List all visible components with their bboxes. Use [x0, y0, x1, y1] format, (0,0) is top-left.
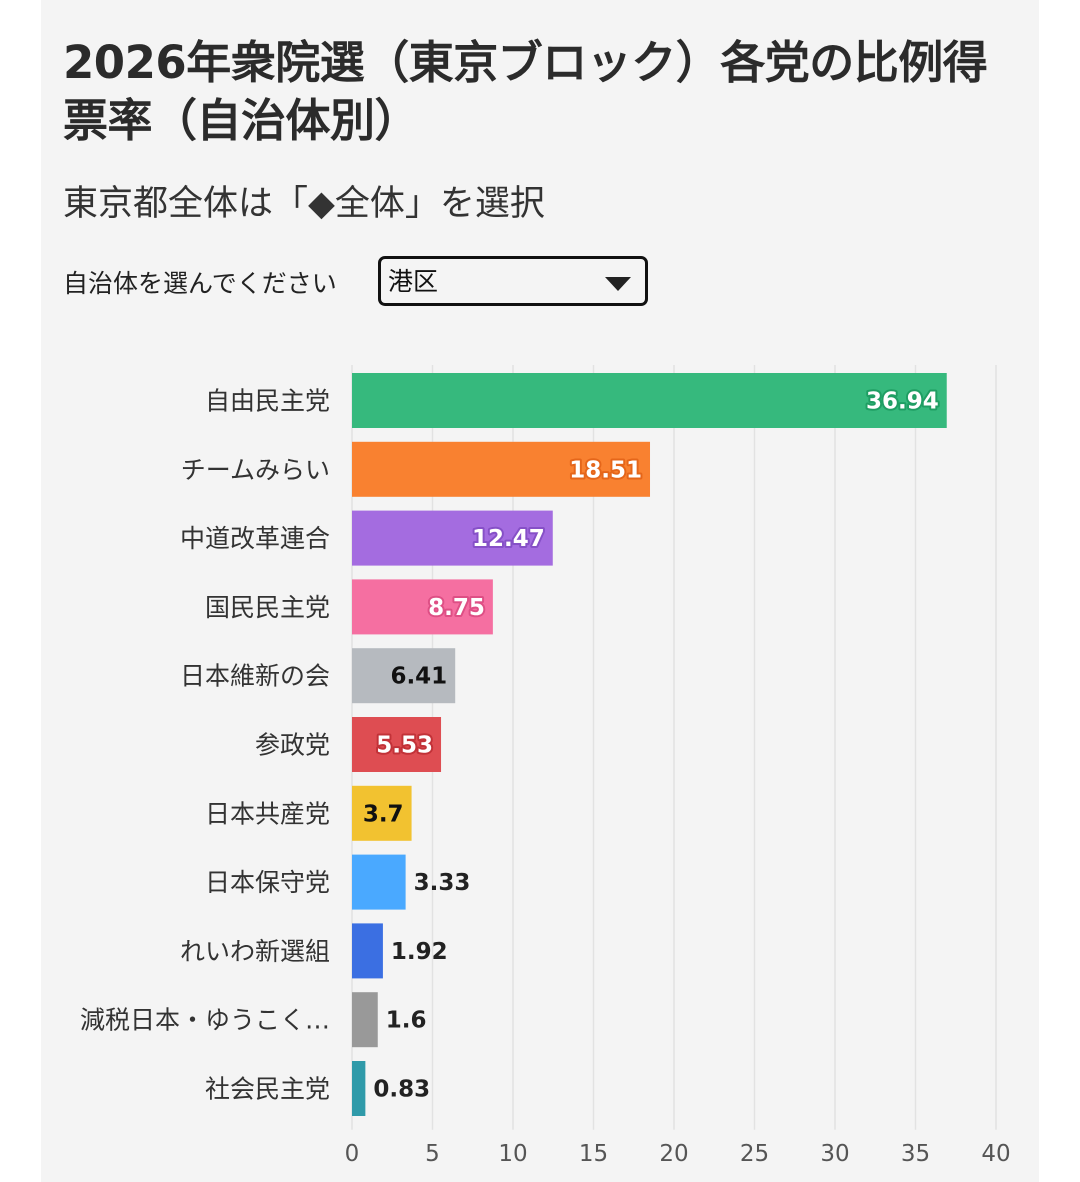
category-label: 社会民主党: [205, 1075, 330, 1104]
category-label: 日本共産党: [205, 799, 330, 828]
data-label: 36.94: [866, 389, 939, 415]
category-label: チームみらい: [181, 455, 330, 484]
bar: [352, 510, 553, 566]
data-label: 3.7: [363, 801, 404, 827]
x-tick-label: 40: [981, 1141, 1010, 1167]
chart-title: 2026年衆院選（東京ブロック）各党の比例得票率（自治体別）: [63, 36, 988, 147]
category-label: 国民民主党: [205, 593, 330, 622]
x-tick-label: 35: [901, 1141, 930, 1167]
x-tick-label: 15: [579, 1141, 608, 1167]
category-label: 中道改革連合: [180, 524, 330, 553]
municipality-select-value: 港区: [388, 267, 439, 296]
bar: [352, 717, 442, 772]
bar: [352, 923, 383, 979]
x-tick-label: 0: [345, 1141, 360, 1167]
data-label: 1.92: [391, 939, 448, 965]
municipality-select-label: 自治体を選んでください: [63, 269, 337, 298]
bar: [352, 441, 651, 497]
x-tick-label: 10: [498, 1141, 527, 1167]
chart-subtitle: 東京都全体は「◆全体」を選択: [63, 184, 545, 224]
category-label: 減税日本・ゆうこく…: [80, 1006, 330, 1035]
data-label: 12.47: [472, 526, 545, 552]
x-tick-label: 5: [425, 1141, 440, 1167]
data-label: 3.33: [414, 870, 471, 896]
bar: [352, 1061, 366, 1116]
bar: [352, 785, 412, 841]
data-label: 8.75: [428, 595, 485, 621]
data-label: 5.53: [376, 733, 433, 759]
chevron-down-icon[interactable]: [605, 277, 631, 291]
bar: [352, 373, 947, 428]
bar: [352, 854, 406, 910]
category-label: 自由民主党: [205, 387, 330, 416]
x-tick-label: 30: [820, 1141, 849, 1167]
x-tick-label: 20: [659, 1141, 688, 1167]
data-label: 18.51: [569, 457, 642, 483]
bar: [352, 648, 456, 704]
data-label: 0.83: [373, 1077, 430, 1103]
data-label: 6.41: [390, 664, 447, 690]
x-tick-label: 25: [740, 1141, 769, 1167]
chart-card: 2026年衆院選（東京ブロック）各党の比例得票率（自治体別） 東京都全体は「◆全…: [41, 0, 1039, 1182]
data-label: 1.6: [386, 1008, 427, 1034]
municipality-select[interactable]: 港区: [378, 256, 648, 306]
category-label: 参政党: [255, 731, 330, 760]
category-label: 日本保守党: [205, 868, 330, 897]
bar: [352, 992, 378, 1048]
category-label: れいわ新選組: [180, 937, 330, 966]
category-label: 日本維新の会: [180, 662, 330, 691]
bar: [352, 579, 493, 635]
